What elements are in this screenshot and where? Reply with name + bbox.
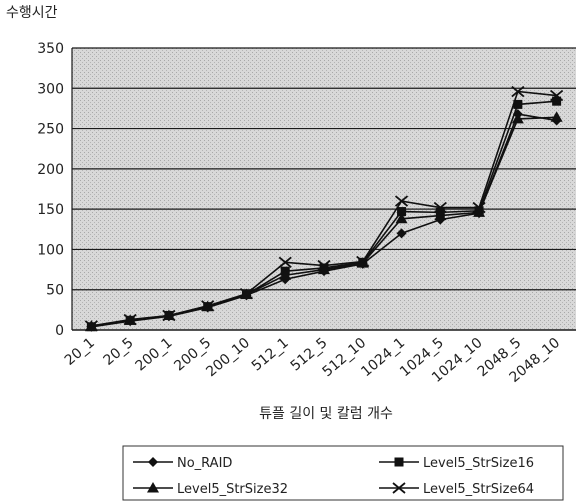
legend-marker-level5-strsize16 — [394, 457, 404, 467]
legend-label: Level5_StrSize32 — [177, 482, 288, 497]
data-point-no-raid — [396, 228, 407, 239]
data-point-level5-strsize32 — [279, 269, 292, 280]
data-point-level5-strsize64 — [433, 201, 447, 214]
x-tick-label: 512_1 — [249, 335, 292, 375]
data-point-level5-strsize16 — [552, 96, 562, 106]
y-tick-label: 0 — [55, 323, 64, 339]
data-point-level5-strsize16 — [513, 99, 523, 109]
legend-label: No_RAID — [177, 456, 232, 471]
data-point-level5-strsize32 — [473, 206, 486, 217]
data-point-level5-strsize32 — [511, 112, 524, 124]
y-tick-label: 150 — [37, 202, 64, 218]
y-tick-label: 300 — [37, 81, 64, 97]
x-axis-title: 튜플 길이 및 칼럼 개수 — [259, 406, 393, 422]
data-point-level5-strsize64 — [239, 288, 254, 300]
y-tick-label: 250 — [37, 122, 64, 138]
x-tick-label: 200_10 — [203, 335, 253, 380]
legend-item-level5-strsize64: Level5_StrSize64 — [379, 482, 534, 497]
legend-item-no-raid: No_RAID — [133, 456, 232, 471]
x-axis-ticks: 20_1 20_5200_1200_5200_10512_1512_5512_10… — [62, 335, 563, 386]
data-point-level5-strsize32 — [395, 212, 408, 224]
legend-marker-level5-strsize32 — [147, 482, 159, 493]
data-point-level5-strsize32 — [434, 209, 447, 221]
data-point-level5-strsize64 — [472, 201, 486, 214]
legend-box — [122, 445, 564, 501]
data-point-level5-strsize64 — [123, 313, 137, 326]
x-tick-label: 20_1 — [62, 335, 98, 369]
data-point-level5-strsize32 — [318, 263, 330, 275]
legend-label: Level5_StrSize16 — [423, 456, 534, 471]
y-axis-ticks: 0 50 100 150 200 250 300 350 — [37, 41, 64, 339]
legend-marker-level5-strsize64 — [392, 482, 406, 494]
data-point-level5-strsize16 — [397, 207, 407, 217]
data-point-level5-strsize64 — [394, 195, 409, 207]
data-point-level5-strsize64 — [84, 320, 98, 332]
data-point-level5-strsize32 — [550, 111, 563, 122]
series-group — [84, 85, 564, 332]
data-point-level5-strsize64 — [550, 89, 564, 102]
y-tick-label: 50 — [46, 283, 64, 299]
y-tick-label: 350 — [37, 41, 64, 57]
data-point-level5-strsize64 — [511, 85, 525, 98]
plot-area — [72, 48, 576, 330]
legend-marker-no-raid — [148, 457, 158, 467]
data-point-level5-strsize64 — [278, 256, 292, 269]
legend-label: Level5_StrSize64 — [423, 482, 534, 497]
data-point-level5-strsize64 — [201, 300, 215, 312]
data-point-level5-strsize64 — [162, 309, 176, 322]
legend-item-level5-strsize16: Level5_StrSize16 — [379, 456, 534, 471]
legend-item-level5-strsize32: Level5_StrSize32 — [133, 482, 288, 497]
data-point-level5-strsize64 — [356, 255, 370, 268]
y-axis-title: 수행시간 — [6, 5, 58, 21]
y-tick-label: 200 — [37, 162, 64, 178]
x-tick-label: 20_5 — [101, 335, 137, 369]
legend: No_RAID Level5_StrSize16 Level5_StrSize32 L… — [133, 456, 534, 497]
gridlines — [71, 47, 576, 331]
x-tick-label: 200_1 — [133, 335, 176, 375]
data-point-level5-strsize64 — [317, 259, 331, 272]
y-tick-label: 100 — [37, 242, 64, 258]
